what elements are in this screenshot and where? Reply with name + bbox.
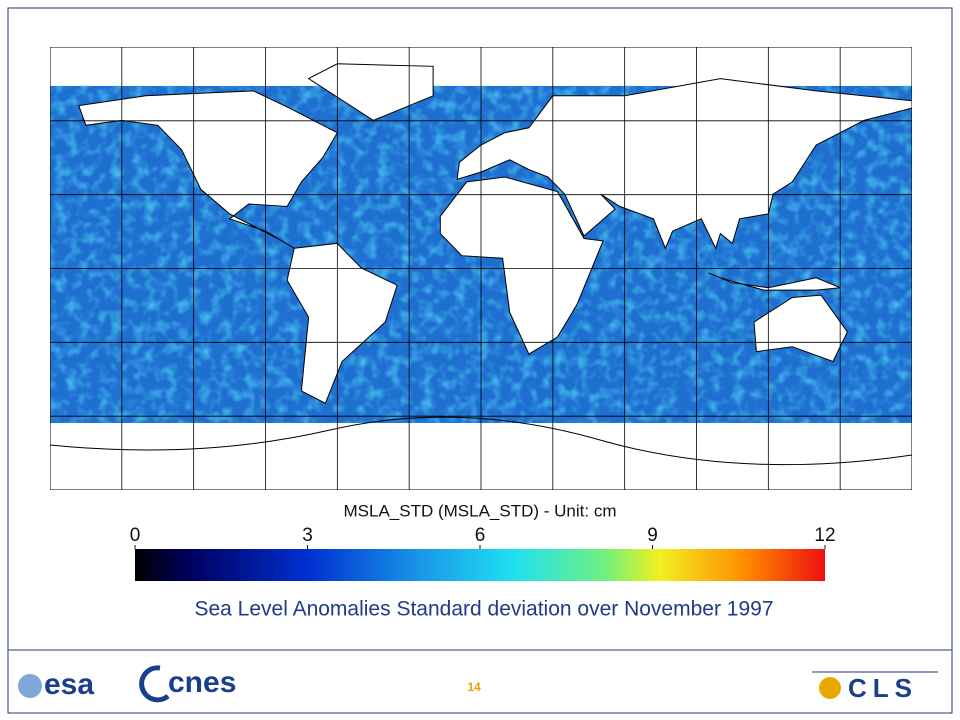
cls-logo: CLS	[848, 673, 918, 703]
cnes-logo: cnes	[168, 666, 236, 699]
colorbar-tick-label: 12	[814, 525, 835, 546]
colorbar-ticks: 0 3 6 9 12	[130, 525, 836, 549]
colorbar-tick-label: 3	[302, 525, 313, 546]
cls-emblem	[819, 677, 841, 699]
land	[78, 90, 338, 249]
esa-emblem	[18, 674, 42, 698]
esa-logo: esa	[44, 668, 94, 701]
map	[50, 47, 912, 490]
colorbar	[135, 549, 825, 581]
colorbar-tick-label: 6	[475, 525, 486, 546]
land	[307, 63, 434, 121]
antarctic-coast	[50, 416, 912, 466]
cnes-emblem	[139, 665, 170, 703]
caption: Sea Level Anomalies Standard deviation o…	[194, 598, 773, 621]
colorbar-title: MSLA_STD (MSLA_STD) - Unit: cm	[344, 501, 617, 520]
land	[286, 242, 398, 404]
colorbar-tick-label: 0	[130, 525, 141, 546]
slide-frame	[7, 7, 953, 714]
page-number: 14	[467, 680, 481, 694]
colorbar-tick-label: 9	[647, 525, 658, 546]
